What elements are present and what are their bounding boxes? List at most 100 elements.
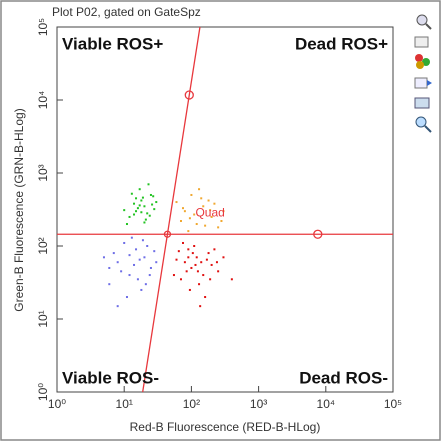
event-dot xyxy=(135,197,138,200)
y-tick-label: 10⁰ xyxy=(36,383,50,401)
event-dot xyxy=(112,252,115,255)
event-dot xyxy=(135,248,138,251)
event-dot xyxy=(179,220,182,223)
x-tick-label: 10⁴ xyxy=(317,397,336,411)
event-dot xyxy=(188,217,191,220)
event-dot xyxy=(198,188,201,191)
event-dot xyxy=(195,256,198,259)
event-dot xyxy=(128,254,131,257)
event-dot xyxy=(108,283,111,286)
event-dot xyxy=(204,224,207,227)
export-tool[interactable] xyxy=(414,77,432,89)
event-dot xyxy=(128,274,131,277)
event-dot xyxy=(147,183,150,186)
event-dot xyxy=(138,188,141,191)
y-tick-label: 10¹ xyxy=(36,310,50,327)
event-dot xyxy=(222,210,225,213)
event-dot xyxy=(135,210,138,213)
x-axis-label: Red-B Fluorescence (RED-B-HLog) xyxy=(130,420,321,434)
event-dot xyxy=(144,218,147,221)
event-dot xyxy=(151,203,154,206)
event-dot xyxy=(102,256,105,259)
gate-center xyxy=(163,230,172,238)
event-dot xyxy=(175,201,178,204)
event-dot xyxy=(143,205,146,208)
event-dot xyxy=(172,274,175,277)
y-tick-label: 10⁵ xyxy=(36,18,50,36)
quadrant-label: Dead ROS+ xyxy=(295,34,388,53)
event-dot xyxy=(148,274,151,277)
event-dot xyxy=(193,213,196,216)
event-dot xyxy=(195,223,198,226)
event-dot xyxy=(183,261,186,264)
event-dot xyxy=(125,223,128,226)
event-dot xyxy=(187,256,190,259)
event-dot xyxy=(179,278,182,281)
event-dot xyxy=(153,250,156,253)
event-dot xyxy=(153,208,156,211)
quadrant-label: Dead ROS- xyxy=(299,368,388,387)
event-dot xyxy=(143,256,146,259)
event-dot xyxy=(116,261,119,264)
event-dot xyxy=(116,305,119,308)
event-dot xyxy=(182,241,185,244)
event-dot xyxy=(136,207,139,210)
event-dot xyxy=(200,197,203,200)
points xyxy=(102,183,233,308)
copy-tool[interactable] xyxy=(414,36,429,48)
event-dot xyxy=(222,256,225,259)
event-dot xyxy=(120,270,123,273)
event-dot xyxy=(128,215,131,218)
y-axis-label: Green-B Fluorescence (GRN-B-HLog) xyxy=(12,108,26,311)
event-dot xyxy=(209,278,212,281)
y-tick-label: 10³ xyxy=(36,164,50,181)
event-dot xyxy=(200,261,203,264)
event-dot xyxy=(193,245,196,247)
event-dot xyxy=(144,283,147,286)
event-dot xyxy=(141,196,144,199)
chart-title: Plot P02, gated on GateSpz xyxy=(52,5,201,19)
gate-tool[interactable] xyxy=(415,54,430,69)
event-dot xyxy=(205,258,208,261)
event-dot xyxy=(140,211,143,214)
x-tick-label: 10³ xyxy=(250,397,267,411)
event-dot xyxy=(185,270,188,273)
event-dot xyxy=(152,195,155,198)
quadrant-label: Viable ROS+ xyxy=(62,34,163,53)
event-dot xyxy=(217,270,220,273)
toolbar xyxy=(414,14,432,133)
search-tool[interactable] xyxy=(415,116,432,133)
event-dot xyxy=(194,263,197,266)
event-dot xyxy=(209,209,212,212)
event-dot xyxy=(210,215,213,218)
event-dot xyxy=(177,250,180,253)
event-dot xyxy=(130,236,133,239)
event-dot xyxy=(136,278,139,281)
print-tool[interactable] xyxy=(414,97,430,109)
event-dot xyxy=(149,193,152,196)
gate-name: Quad xyxy=(195,205,224,219)
gate-handle xyxy=(313,229,323,239)
event-dot xyxy=(155,201,158,204)
x-tick-label: 10² xyxy=(183,397,200,411)
event-dot xyxy=(213,202,216,205)
event-dot xyxy=(108,266,111,269)
event-dot xyxy=(190,193,193,196)
event-dot xyxy=(123,241,126,244)
zoom-tool[interactable] xyxy=(416,14,432,30)
event-dot xyxy=(140,199,143,202)
event-dot xyxy=(210,263,213,266)
event-dot xyxy=(133,263,136,266)
y-tick-label: 10⁴ xyxy=(36,91,50,110)
event-dot xyxy=(133,202,136,205)
y-tick-label: 10² xyxy=(36,237,50,254)
quadrant-label: Viable ROS- xyxy=(62,368,159,387)
x-tick-label: 10¹ xyxy=(116,397,133,411)
event-dot xyxy=(187,248,190,251)
event-dot xyxy=(191,252,194,255)
event-dot xyxy=(133,213,136,216)
event-dot xyxy=(141,239,144,242)
event-dot xyxy=(123,209,126,212)
event-dot xyxy=(155,261,158,264)
